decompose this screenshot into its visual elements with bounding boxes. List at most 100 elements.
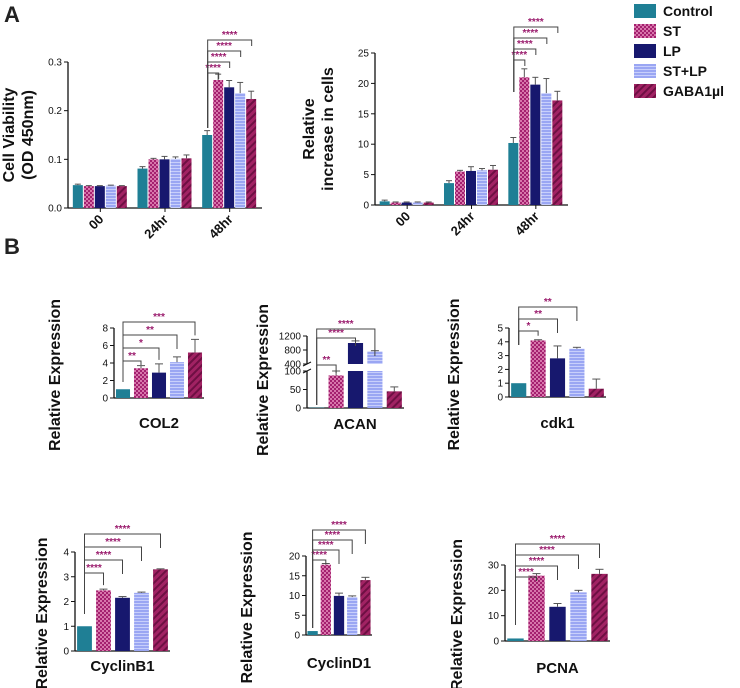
increase-sig-3-bracket: [513, 26, 559, 92]
pcna-gene-label: PCNA: [536, 660, 579, 677]
legend-label-st: ST: [663, 23, 681, 39]
acan-ytick-upper-label-1: 800: [284, 346, 301, 357]
pcna-bar-control: [507, 638, 524, 641]
legend-swatch-lp: [634, 44, 656, 58]
increase-ytick-label-5: 25: [358, 49, 370, 60]
cdk1-sig-2-bracket: [518, 306, 578, 345]
chart-increase: 0 5 10 15 20 25 00 24hr 48hr Relative increase in …: [301, 17, 568, 239]
cyclind1-bar-stlp: [347, 597, 358, 635]
acan-ytick-upper-label-2: 1200: [279, 332, 302, 343]
cyclind1-bar-control: [307, 631, 318, 635]
col2-ytick-label-3: 6: [102, 341, 108, 352]
col2-bar-lp: [151, 372, 167, 398]
acan-sig-2-label: ****: [338, 319, 354, 330]
viability-bar-control-1: [137, 168, 148, 208]
viability-ytick-label-3: 0.3: [48, 58, 62, 69]
increase-ylabel-0: Relative: [301, 98, 318, 159]
viability-ytick-label-0: 0.0: [48, 204, 62, 215]
pcna-sig-1-label: ****: [529, 556, 545, 567]
viability-bar-control-0: [72, 185, 83, 208]
panel-label-b: B: [4, 234, 20, 259]
col2-ytick-label-2: 4: [102, 359, 108, 370]
col2-sig-1-label: *: [139, 338, 143, 349]
col2-sig-0-label: **: [128, 351, 136, 362]
pcna-sig-3-label: ****: [550, 534, 566, 545]
viability-xtick-label-1: 24hr: [141, 212, 171, 242]
increase-sig-3-label: ****: [528, 17, 544, 28]
increase-bar-control-1: [444, 183, 454, 205]
acan-ytick-lower-label-1: 50: [290, 385, 302, 396]
cdk1-bar-stlp: [569, 348, 585, 397]
viability-bar-gaba-0: [116, 186, 127, 208]
viability-bar-stlp-1: [170, 158, 181, 208]
col2-sig-2-label: **: [146, 325, 154, 336]
increase-ylabel-1: increase in cells: [320, 67, 337, 191]
pcna-bar-st: [528, 575, 545, 641]
increase-bar-lp-1: [466, 170, 476, 205]
viability-sig-0-label: ****: [205, 63, 221, 74]
viability-bar-lp-0: [94, 186, 105, 208]
viability-bar-control-2: [202, 135, 213, 208]
increase-bar-gaba-0: [423, 202, 434, 205]
viability-bar-gaba-1: [181, 158, 192, 208]
viability-sig-3-label: ****: [222, 30, 238, 41]
increase-bar-control-2: [508, 142, 519, 205]
pcna-sig-3-bracket: [515, 543, 600, 625]
cyclind1-ytick-label-1: 5: [294, 611, 300, 622]
cdk1-ytick-label-0: 0: [497, 393, 503, 404]
cdk1-ytick-label-3: 3: [497, 351, 503, 362]
cyclind1-sig-3-bracket: [312, 529, 366, 628]
increase-bar-gaba-2: [552, 100, 563, 205]
cyclind1-sig-1-label: ****: [318, 540, 334, 551]
cdk1-ytick-label-2: 2: [497, 365, 503, 376]
pcna-ytick-label-3: 30: [488, 561, 500, 572]
cdk1-ytick-label-4: 4: [497, 337, 503, 348]
increase-bar-gaba-1: [488, 169, 498, 205]
viability-xtick-label-0: 00: [86, 212, 107, 233]
cdk1-bar-st: [530, 340, 546, 397]
legend-label-lp: LP: [663, 43, 681, 59]
viability-sig-1-label: ****: [211, 52, 227, 63]
increase-xtick-label-2: 48hr: [512, 209, 542, 239]
pcna-ylabel: Relative Expression: [449, 539, 466, 688]
col2-ylabel: Relative Expression: [47, 299, 64, 451]
viability-bar-lp-1: [159, 159, 170, 208]
cyclind1-ytick-label-0: 0: [294, 631, 300, 642]
increase-bar-lp-0: [401, 202, 412, 205]
pcna-sig-2-label: ****: [539, 545, 555, 556]
cyclinb1-bar-gaba: [153, 569, 168, 651]
cdk1-sig-0-label: *: [526, 321, 530, 332]
acan-bar-gaba: [386, 391, 402, 408]
increase-ytick-label-3: 15: [358, 109, 370, 120]
acan-ylabel: Relative Expression: [255, 304, 272, 456]
acan-bar-stlp-upper: [367, 351, 383, 364]
increase-xtick-label-0: 00: [392, 209, 413, 230]
cdk1-sig-2-label: **: [544, 297, 552, 308]
cyclind1-bar-lp: [333, 595, 345, 635]
cdk1-bar-control: [511, 383, 527, 397]
cyclinb1-bar-stlp: [134, 592, 149, 651]
cyclinb1-sig-2-bracket: [84, 546, 142, 614]
viability-ytick-label-1: 0.1: [48, 155, 62, 166]
cyclind1-ylabel: Relative Expression: [239, 531, 256, 683]
acan-ytick-upper-label-0: 400: [284, 360, 301, 371]
cyclinb1-ytick-label-0: 0: [63, 647, 69, 658]
cdk1-ytick-label-5: 5: [497, 324, 503, 335]
col2-gene-label: COL2: [139, 415, 179, 432]
viability-bar-lp-2: [224, 87, 235, 208]
cyclinb1-gene-label: CyclinB1: [90, 658, 154, 675]
increase-sig-0-label: ****: [512, 50, 528, 61]
viability-bar-stlp-0: [105, 185, 116, 208]
pcna-bar-lp: [549, 606, 566, 641]
cyclinb1-ylabel: Relative Expression: [34, 537, 51, 688]
col2-sig-3-label: ***: [153, 312, 165, 323]
acan-bar-lp-lower: [347, 371, 364, 408]
legend: Control ST LP ST+LP GABA1µl: [634, 3, 724, 99]
cyclinb1-sig-3-label: ****: [115, 524, 131, 535]
viability-bar-stlp-2: [235, 93, 246, 208]
